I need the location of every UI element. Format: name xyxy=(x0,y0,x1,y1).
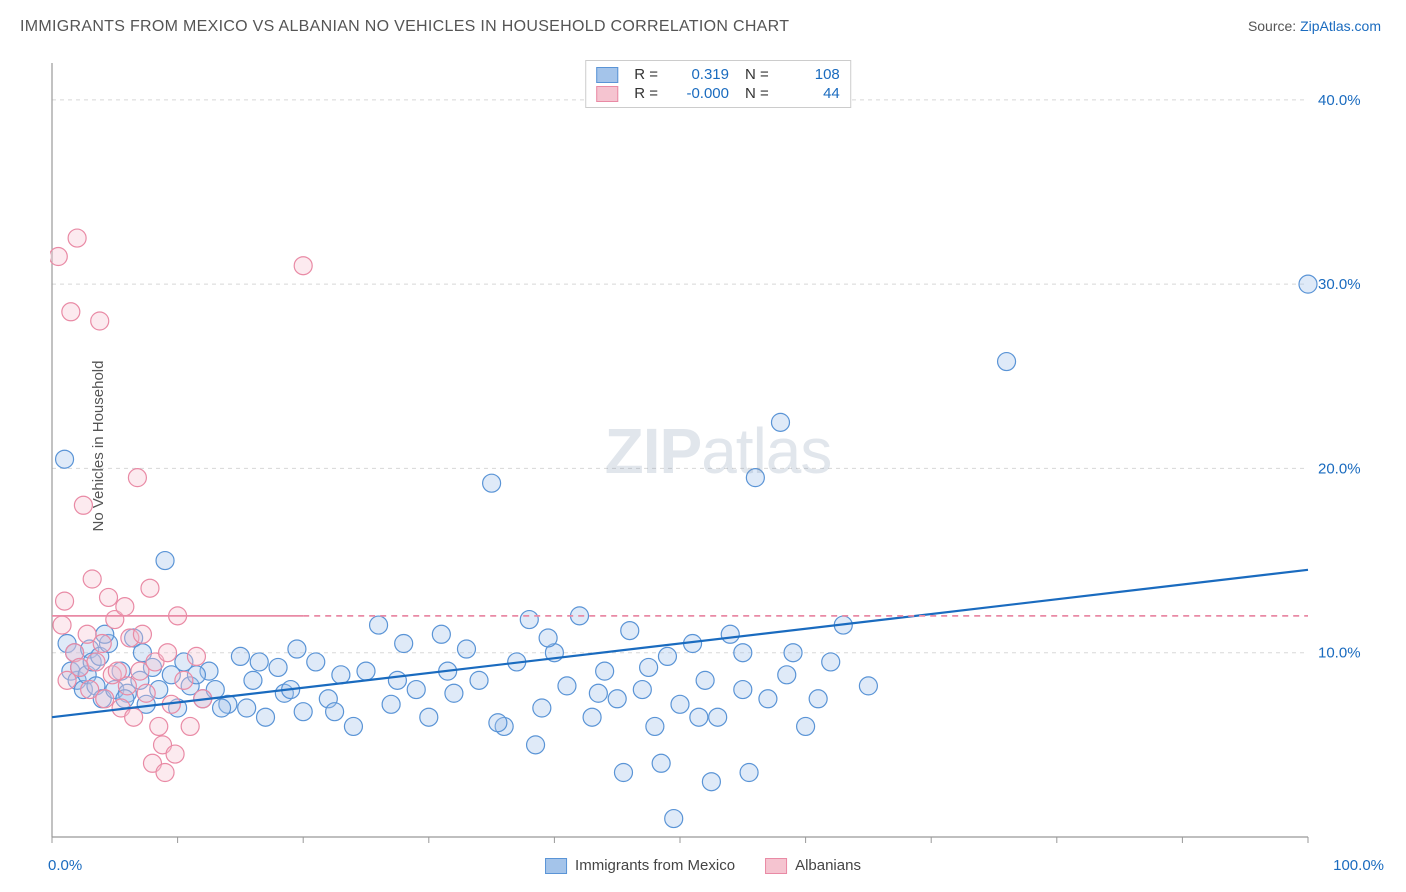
chart-title: IMMIGRANTS FROM MEXICO VS ALBANIAN NO VE… xyxy=(20,18,789,36)
r-value: -0.000 xyxy=(674,85,729,102)
source-link[interactable]: ZipAtlas.com xyxy=(1300,18,1381,34)
bottom-legend: Immigrants from Mexico Albanians xyxy=(545,857,861,874)
source-label: Source: xyxy=(1248,18,1300,34)
svg-text:20.0%: 20.0% xyxy=(1318,460,1361,477)
n-label: N = xyxy=(745,66,769,83)
source-credit: Source: ZipAtlas.com xyxy=(1248,18,1381,34)
legend-label: Albanians xyxy=(795,857,861,874)
svg-text:30.0%: 30.0% xyxy=(1318,276,1361,293)
stats-legend-row: R = -0.000 N = 44 xyxy=(596,84,840,103)
legend-swatch xyxy=(545,858,567,874)
r-label: R = xyxy=(634,66,658,83)
legend-swatch xyxy=(596,67,618,83)
legend-swatch xyxy=(596,86,618,102)
legend-item: Immigrants from Mexico xyxy=(545,857,735,874)
x-axis-min-label: 0.0% xyxy=(48,857,82,874)
scatter-plot: 10.0% 20.0% 30.0% 40.0% xyxy=(50,55,1386,847)
svg-text:10.0%: 10.0% xyxy=(1318,645,1361,662)
svg-text:40.0%: 40.0% xyxy=(1318,92,1361,109)
chart-area: 10.0%20.0%30.0%40.0% ZIPatlas R =0.319N … xyxy=(50,55,1386,847)
legend-swatch xyxy=(765,858,787,874)
x-axis-max-label: 100.0% xyxy=(1333,857,1384,874)
legend-label: Immigrants from Mexico xyxy=(575,857,735,874)
n-value: 44 xyxy=(785,85,840,102)
r-label: R = xyxy=(634,85,658,102)
n-label: N = xyxy=(745,85,769,102)
stats-legend: R = 0.319 N = 108 R = -0.000 N = 44 xyxy=(585,60,851,108)
legend-item: Albanians xyxy=(765,857,861,874)
r-value: 0.319 xyxy=(674,66,729,83)
n-value: 108 xyxy=(785,66,840,83)
stats-legend-row: R = 0.319 N = 108 xyxy=(596,65,840,84)
